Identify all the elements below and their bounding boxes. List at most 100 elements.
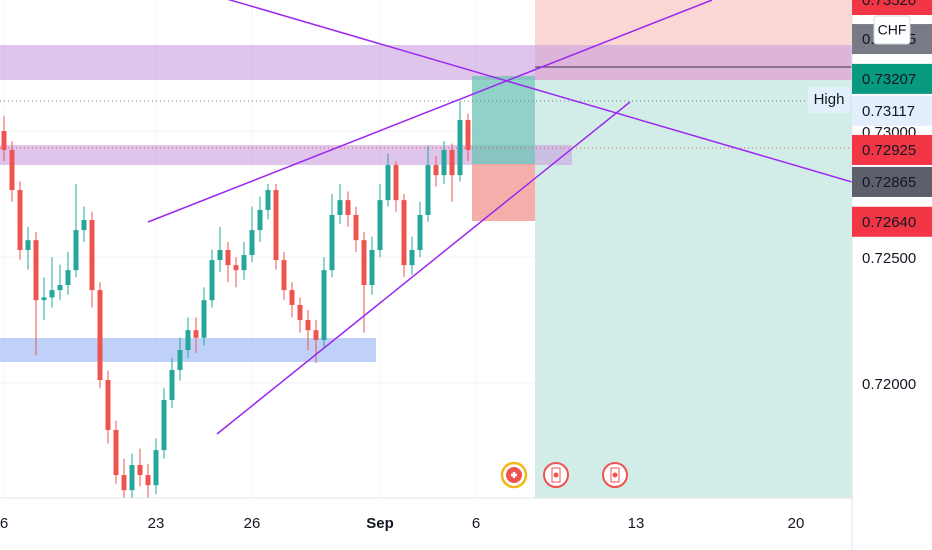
candle-body	[161, 399, 167, 451]
candle-body	[145, 475, 151, 486]
candle-body	[465, 119, 471, 150]
candle-body	[73, 230, 79, 271]
price-badge	[852, 206, 932, 237]
price-badge-label: 0.72640	[862, 214, 916, 231]
y-tick-label: 0.72500	[862, 250, 916, 267]
candle-body	[401, 200, 407, 266]
candle-body	[97, 290, 103, 381]
candle-body	[369, 250, 375, 286]
price-badge-label: 0.72925	[862, 142, 916, 159]
target-zone	[535, 80, 852, 498]
candle-body	[137, 464, 143, 476]
candle-body	[225, 250, 231, 266]
candle-body	[9, 149, 15, 191]
event-icons	[500, 461, 628, 489]
high-tag-text: High	[814, 91, 845, 108]
candle-body	[185, 330, 191, 351]
supply-zone	[0, 145, 572, 165]
candle-body	[17, 190, 23, 251]
resistance-zone	[0, 45, 852, 80]
candle-body	[441, 149, 447, 176]
trend-line	[227, 0, 852, 183]
candle-body	[25, 240, 31, 251]
x-tick-label: 23	[148, 515, 165, 532]
candle-body	[361, 240, 367, 286]
price-badge-label: 0.73520	[862, 0, 916, 9]
candles	[1, 101, 471, 498]
candle-body	[233, 265, 239, 271]
price-badge	[852, 95, 932, 126]
candle-body	[433, 165, 439, 176]
candle-body	[105, 380, 111, 430]
candle-body	[217, 250, 223, 261]
candle-body	[89, 220, 95, 291]
candle-body	[281, 260, 287, 291]
candle-body	[417, 214, 423, 251]
candle-body	[193, 330, 199, 338]
candle-body	[449, 149, 455, 176]
candle-body	[65, 270, 71, 286]
x-tick-label: 26	[244, 515, 261, 532]
candle-body	[57, 285, 63, 291]
candle-body	[305, 320, 311, 331]
candle-body	[289, 290, 295, 305]
x-tick-label: 13	[628, 515, 645, 532]
currency-tag-text: CHF	[878, 22, 907, 38]
y-tick-label: 0.72000	[862, 376, 916, 393]
trend-line	[216, 101, 631, 435]
trend-line	[147, 0, 713, 223]
candle-body	[329, 214, 335, 271]
candle-body	[41, 297, 47, 301]
candle-body	[49, 290, 55, 298]
candle-body	[209, 260, 215, 301]
event-icon	[553, 472, 559, 478]
candle-body	[377, 200, 383, 251]
price-badge-label: 0.73207	[862, 71, 916, 88]
candle-body	[81, 220, 87, 231]
candle-body	[321, 270, 327, 340]
candle-body	[241, 255, 247, 271]
candle-body	[345, 200, 351, 215]
candle-body	[457, 119, 463, 176]
high-tag	[808, 87, 850, 113]
candle-body	[257, 209, 263, 231]
price-badge	[852, 0, 932, 15]
price-badge	[852, 63, 932, 94]
x-tick-label: 20	[788, 515, 805, 532]
candle-body	[153, 450, 159, 486]
candle-body	[1, 131, 7, 150]
candle-body	[337, 200, 343, 215]
x-tick-label: 6	[472, 515, 480, 532]
candle-body	[33, 240, 39, 301]
candle-body	[313, 330, 319, 340]
candle-body	[297, 304, 303, 321]
candle-body	[265, 190, 271, 210]
candle-body	[353, 214, 359, 241]
candle-body	[177, 350, 183, 370]
price-badge	[852, 134, 932, 165]
candle-body	[385, 165, 391, 201]
candle-body	[425, 165, 431, 215]
x-tick-label: Sep	[366, 515, 394, 532]
candle-body	[129, 464, 135, 491]
candle-body	[409, 250, 415, 266]
price-badge-label: 0.73117	[862, 103, 915, 120]
candle-body	[121, 475, 127, 491]
candle-body	[249, 230, 255, 256]
candle-body	[273, 190, 279, 261]
candle-body	[393, 165, 399, 201]
candle-body	[169, 369, 175, 400]
drawings	[0, 0, 852, 498]
position-profit	[472, 76, 535, 164]
price-badge-label: 0.72865	[862, 174, 916, 191]
price-badge	[852, 166, 932, 197]
candle-body	[113, 429, 119, 476]
currency-tag	[873, 15, 911, 45]
position-loss	[472, 164, 535, 221]
event-icon	[612, 472, 618, 478]
trend-lines	[147, 0, 852, 435]
x-tick-label: 6	[0, 515, 8, 532]
